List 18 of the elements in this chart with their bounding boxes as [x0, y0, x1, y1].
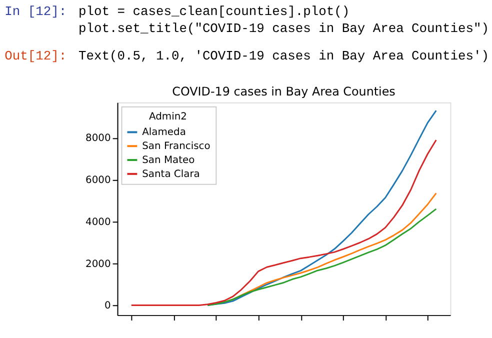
text: Text(0.5, 1.0, 'COVID-19 cases in Bay Area Counties') [78, 48, 490, 64]
legend-label: San Mateo [142, 154, 195, 166]
y-tick-label: 2000 [86, 258, 111, 270]
line-series [130, 139, 437, 306]
y-tick-label: 4000 [86, 216, 111, 228]
legend-label: Alameda [142, 127, 186, 138]
text: plot = cases_clean[counties].plot() [78, 4, 350, 19]
y-tick-label: 0 [104, 300, 111, 312]
legend-title: Admin2 [149, 111, 187, 122]
text: Out[12]: [4, 48, 67, 64]
y-tick-label: 8000 [86, 133, 111, 144]
chart-title: COVID-19 cases in Bay Area Counties [172, 84, 396, 98]
text: plot.set_title("COVID-19 cases in Bay Area Counties") [78, 20, 490, 36]
line-series [206, 208, 437, 306]
y-tick-label: 6000 [86, 175, 111, 186]
legend-label: San Francisco [142, 141, 210, 152]
text: In [12]: [4, 4, 67, 19]
legend-label: Santa Clara [142, 168, 200, 180]
